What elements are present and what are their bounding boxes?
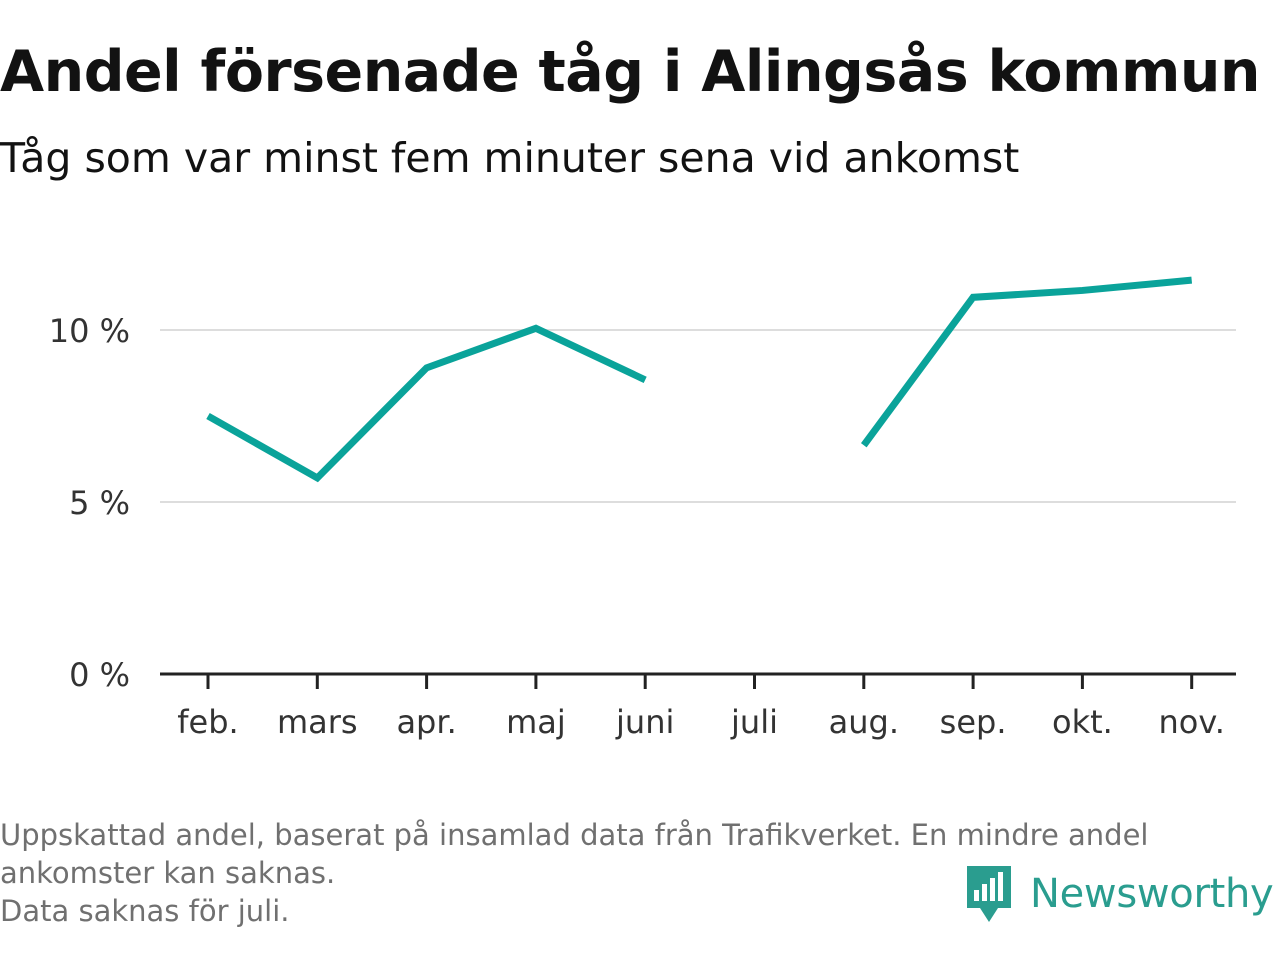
x-tick-label: feb.: [177, 703, 238, 741]
x-tick-label: okt.: [1052, 703, 1113, 741]
bar-chart-speech-bubble-icon: [967, 866, 1011, 922]
series-line-segment: [860, 276, 1193, 448]
footnote-line-1: Uppskattad andel, baserat på insamlad da…: [0, 818, 1149, 852]
x-tick-label: nov.: [1158, 703, 1224, 741]
grid-lines: [160, 329, 1236, 503]
footnote-line-2: ankomster kan saknas.: [0, 856, 336, 890]
x-tick-label: maj: [506, 703, 566, 741]
x-tick-label: apr.: [396, 703, 456, 741]
series-lines: [206, 276, 1193, 483]
x-axis-tick-labels: feb. mars apr. maj juni juli aug. sep. okt. nov.: [177, 703, 1225, 741]
x-tick-label: sep.: [940, 703, 1007, 741]
chart-subtitle: Tåg som var minst fem minuter sena vid a…: [0, 134, 1020, 182]
x-tick-label: mars: [277, 703, 358, 741]
x-axis: [160, 672, 1236, 689]
x-tick-label: aug.: [829, 703, 899, 741]
brand-name: Newsworthy: [1030, 871, 1274, 917]
footnote: Uppskattad andel, baserat på insamlad da…: [0, 816, 1149, 930]
chart-title: Andel försenade tåg i Alingsås kommun: [0, 39, 1261, 105]
y-tick-label: 0 %: [69, 656, 130, 694]
line-chart: 0 % 5 % 10 % feb. mars apr. maj juni juli aug. se…: [49, 276, 1236, 741]
y-tick-label: 5 %: [69, 484, 130, 522]
y-axis-tick-labels: 0 % 5 % 10 %: [49, 312, 130, 694]
series-line-segment: [206, 324, 647, 483]
x-tick-label: juni: [615, 703, 674, 741]
footnote-line-3: Data saknas för juli.: [0, 894, 290, 928]
x-tick-label: juli: [730, 703, 778, 741]
newsworthy-brand: Newsworthy: [964, 862, 1274, 926]
y-tick-label: 10 %: [49, 312, 130, 350]
